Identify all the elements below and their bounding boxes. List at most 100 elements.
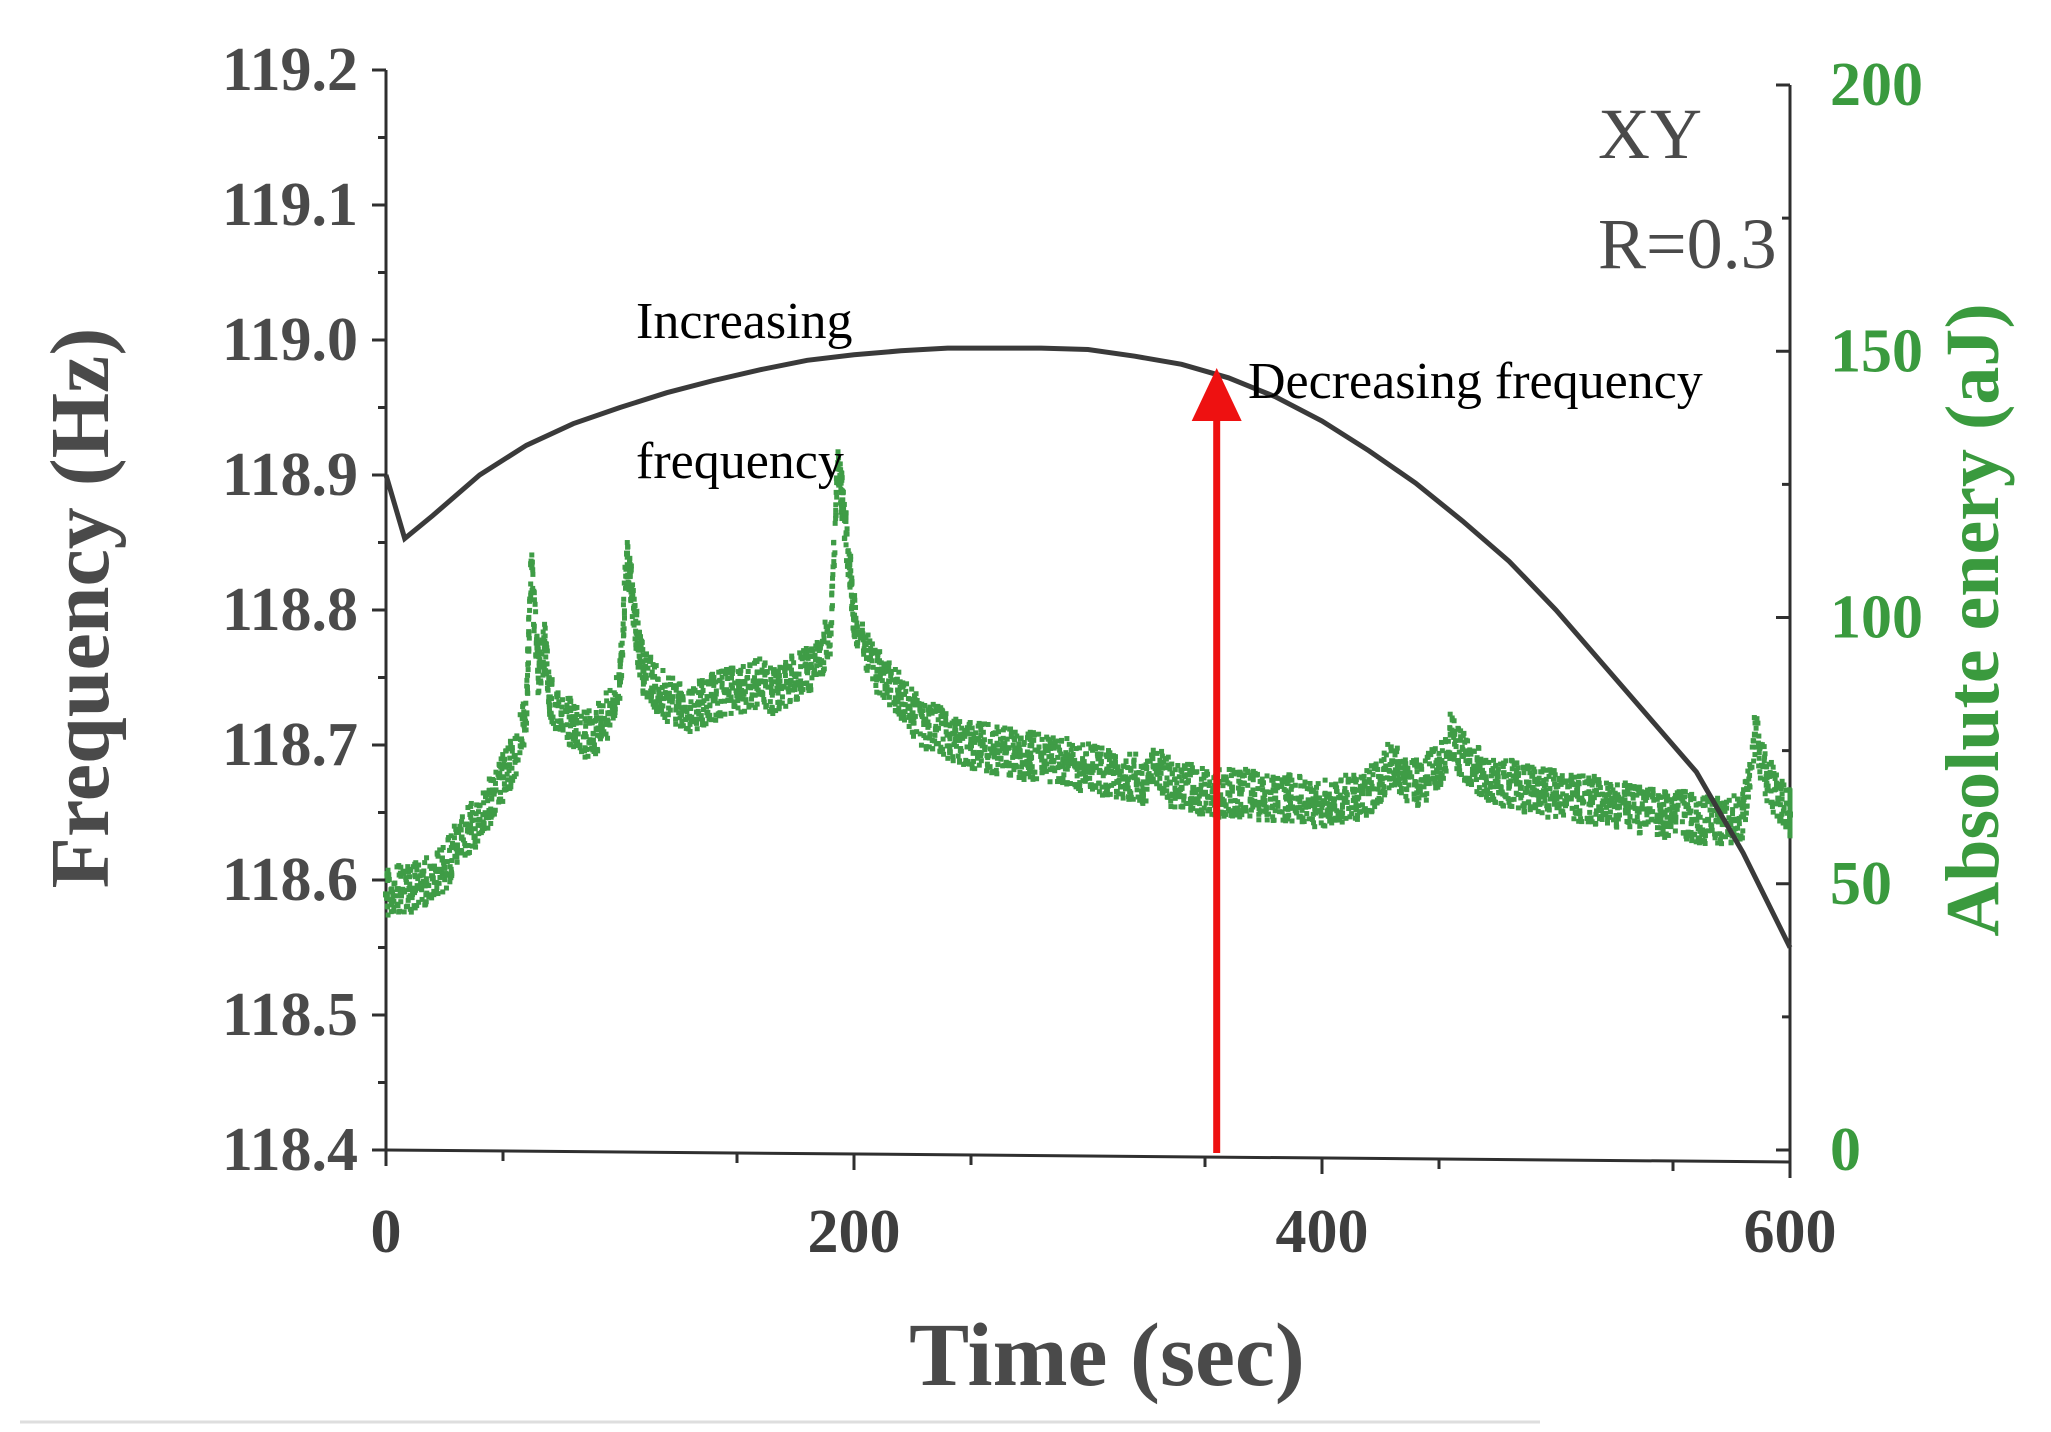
energy-point: [991, 754, 997, 760]
energy-point: [994, 740, 1000, 746]
energy-point: [919, 714, 925, 720]
energy-point: [1012, 737, 1018, 743]
energy-point: [1182, 774, 1188, 780]
energy-point: [976, 737, 982, 743]
energy-point: [652, 699, 658, 705]
energy-point: [1334, 789, 1340, 795]
energy-point: [676, 710, 682, 716]
energy-point: [923, 716, 929, 722]
energy-point: [414, 867, 420, 873]
energy-point: [1510, 773, 1516, 779]
energy-point: [1413, 757, 1419, 763]
energy-point: [1556, 801, 1562, 807]
energy-point: [532, 601, 538, 607]
energy-point: [1616, 812, 1622, 818]
energy-point: [391, 904, 397, 910]
energy-point: [1613, 823, 1619, 829]
energy-point: [689, 714, 695, 720]
energy-point: [502, 786, 508, 792]
energy-point: [736, 682, 742, 688]
energy-point: [743, 699, 749, 705]
energy-point: [1492, 799, 1498, 805]
energy-point: [589, 745, 595, 751]
energy-point: [411, 903, 417, 909]
energy-point: [615, 693, 621, 699]
energy-point: [1777, 802, 1783, 808]
energy-point: [1520, 803, 1526, 809]
energy-point: [1055, 754, 1061, 760]
energy-point: [624, 550, 631, 557]
energy-point: [783, 663, 789, 669]
energy-point: [1374, 797, 1380, 803]
energy-point: [1635, 819, 1641, 825]
energy-point: [1694, 823, 1700, 829]
energy-point: [958, 732, 964, 738]
energy-point: [978, 732, 984, 738]
energy-point: [1645, 787, 1651, 793]
energy-point: [1296, 814, 1302, 820]
energy-point: [1609, 796, 1615, 802]
energy-point: [795, 679, 801, 685]
energy-point: [1392, 779, 1398, 785]
energy-point: [665, 712, 671, 718]
energy-point: [480, 790, 486, 796]
energy-point: [1613, 795, 1619, 801]
energy-point: [1085, 769, 1091, 775]
energy-point: [906, 723, 912, 729]
energy-point: [1395, 771, 1401, 777]
energy-point: [947, 745, 953, 751]
energy-point: [1471, 763, 1478, 770]
energy-point: [1273, 788, 1279, 794]
energy-point: [814, 639, 820, 645]
energy-point: [1353, 802, 1359, 808]
energy-point: [955, 753, 961, 759]
energy-point: [1386, 785, 1392, 791]
energy-point: [1342, 795, 1349, 802]
energy-point: [620, 621, 626, 627]
energy-point: [506, 768, 512, 774]
energy-point: [1775, 795, 1782, 802]
energy-point: [1299, 807, 1305, 813]
energy-point: [1394, 749, 1400, 755]
energy-point: [1024, 749, 1030, 755]
energy-point: [1199, 766, 1205, 772]
energy-point: [627, 561, 633, 567]
energy-point: [836, 466, 842, 472]
energy-point: [776, 706, 782, 712]
energy-point: [673, 687, 679, 693]
energy-point: [1052, 768, 1058, 774]
energy-point: [832, 520, 838, 526]
energy-point: [416, 899, 422, 905]
energy-point: [1125, 785, 1131, 791]
energy-point: [578, 713, 584, 719]
energy-point: [718, 668, 724, 674]
energy-point: [637, 661, 643, 667]
energy-point: [598, 709, 604, 715]
energy-point: [586, 720, 592, 726]
energy-point: [573, 720, 579, 726]
energy-point: [1027, 768, 1033, 774]
energy-point: [1773, 780, 1779, 786]
energy-point: [886, 660, 892, 666]
energy-point: [840, 490, 846, 496]
energy-point: [742, 678, 748, 684]
energy-point: [1369, 783, 1375, 789]
energy-point: [1452, 728, 1458, 734]
energy-point: [416, 862, 422, 868]
energy-point: [839, 475, 845, 481]
energy-point: [1515, 772, 1521, 778]
energy-point: [548, 714, 554, 720]
energy-point: [771, 671, 777, 677]
energy-point: [510, 777, 516, 783]
energy-point: [732, 703, 738, 709]
energy-point: [993, 767, 999, 773]
energy-point: [1541, 790, 1548, 797]
energy-point: [847, 571, 853, 577]
energy-point: [640, 667, 647, 674]
energy-point: [1481, 788, 1487, 794]
energy-point: [1286, 791, 1292, 797]
energy-point: [1630, 795, 1636, 801]
energy-point: [486, 787, 492, 793]
energy-point: [839, 513, 845, 519]
energy-point: [1396, 789, 1402, 795]
